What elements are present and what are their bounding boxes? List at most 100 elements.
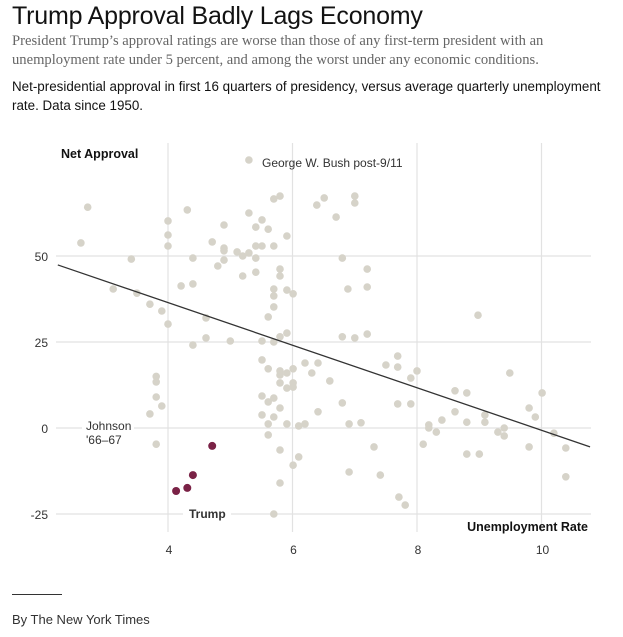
- data-point: [264, 365, 273, 373]
- data-point: [413, 367, 421, 375]
- data-point: [276, 404, 284, 412]
- data-point: [451, 408, 459, 416]
- annotation-trump-bg: [183, 506, 231, 521]
- y-axis-title: Net Approval: [61, 147, 138, 161]
- annotation-johnson-years: '66–67: [86, 433, 122, 447]
- data-point: [289, 365, 297, 373]
- data-point: [276, 333, 284, 341]
- data-point: [276, 379, 284, 387]
- data-point: [276, 371, 284, 379]
- data-point: [283, 420, 291, 428]
- data-point: [351, 192, 359, 200]
- y-tick-label: 25: [35, 336, 49, 350]
- data-point: [276, 479, 284, 487]
- data-point: [220, 221, 228, 229]
- data-point: [177, 282, 185, 290]
- data-point: [238, 272, 247, 280]
- annotation-bush: George W. Bush post-9/11: [262, 156, 403, 170]
- byline: By The New York Times: [12, 612, 150, 627]
- data-point: [314, 359, 322, 367]
- data-point: [252, 268, 260, 277]
- trump-data-point: [183, 483, 192, 492]
- data-point: [152, 378, 160, 386]
- data-point: [146, 410, 154, 418]
- data-point: [289, 383, 297, 391]
- data-point: [326, 377, 334, 385]
- data-point: [189, 254, 197, 262]
- data-point: [164, 231, 172, 239]
- footer-divider: [12, 594, 62, 595]
- data-point: [320, 194, 329, 202]
- data-point: [264, 225, 273, 233]
- data-point: [338, 333, 347, 341]
- data-point: [363, 330, 372, 338]
- data-point: [183, 206, 192, 214]
- data-point: [531, 413, 540, 421]
- data-point: [425, 424, 433, 432]
- data-point: [220, 247, 228, 255]
- data-point: [506, 369, 514, 377]
- data-point: [338, 254, 347, 262]
- data-point: [264, 420, 273, 428]
- y-tick-label: 0: [41, 422, 48, 436]
- data-point: [270, 510, 278, 518]
- data-point: [419, 440, 428, 449]
- data-point: [264, 313, 273, 321]
- data-point: [270, 303, 278, 311]
- data-point: [562, 473, 570, 481]
- data-point: [189, 341, 197, 349]
- trump-data-point: [188, 471, 197, 480]
- data-point: [481, 411, 489, 419]
- data-point: [258, 356, 266, 364]
- data-point: [308, 369, 316, 377]
- data-point: [283, 286, 291, 294]
- data-point: [357, 419, 365, 427]
- data-point: [332, 213, 340, 221]
- data-point: [500, 424, 509, 432]
- data-point: [475, 450, 484, 458]
- data-point: [258, 216, 266, 224]
- data-point: [270, 195, 278, 203]
- data-point: [152, 372, 160, 381]
- data-point: [83, 203, 92, 211]
- data-point: [245, 209, 253, 217]
- x-tick-label: 8: [415, 543, 422, 557]
- data-point: [500, 432, 509, 440]
- data-point: [77, 239, 85, 247]
- scatter-chart: 50 25 0 -25 4 6 8 10 Net Approval Unemployment …: [30, 143, 591, 557]
- data-point: [393, 352, 402, 360]
- axis-ticks: 50 25 0 -25 4 6 8 10: [31, 250, 550, 557]
- data-point: [270, 394, 278, 402]
- annotation-trump: Trump: [189, 507, 226, 521]
- data-point: [258, 411, 266, 419]
- data-point: [276, 192, 284, 200]
- data-point: [314, 408, 322, 416]
- data-point: [252, 223, 260, 231]
- data-point: [264, 398, 273, 406]
- chart-description: Net-presidential approval in first 16 qu…: [12, 79, 601, 113]
- data-point: [158, 307, 166, 315]
- data-point: [238, 252, 247, 260]
- data-point: [407, 400, 415, 408]
- x-axis-title: Unemployment Rate: [467, 520, 588, 534]
- data-point: [258, 242, 266, 250]
- data-point: [226, 337, 235, 345]
- data-point: [283, 369, 291, 377]
- data-point: [276, 265, 284, 273]
- data-point: [270, 242, 278, 250]
- data-point: [264, 431, 273, 439]
- annotations: Net Approval Unemployment Rate George W.…: [61, 147, 588, 534]
- trump-points: [172, 441, 217, 495]
- data-point: [245, 249, 253, 257]
- data-point: [294, 453, 303, 461]
- data-point: [494, 428, 502, 436]
- data-point: [401, 501, 410, 509]
- data-point: [451, 387, 459, 395]
- data-point: [351, 334, 359, 342]
- trend-line: [57, 264, 591, 448]
- data-point: [382, 361, 390, 369]
- data-point: [283, 232, 291, 240]
- data-point: [393, 363, 402, 371]
- data-point: [345, 420, 353, 428]
- data-point: [438, 416, 446, 424]
